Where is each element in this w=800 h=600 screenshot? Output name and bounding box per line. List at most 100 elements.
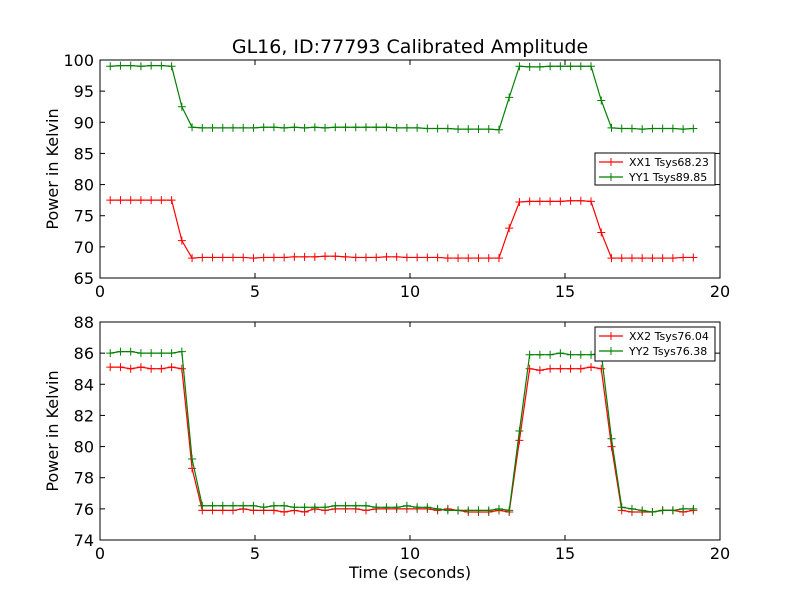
data-point — [689, 504, 698, 513]
data-point — [188, 123, 197, 132]
data-point — [535, 62, 544, 71]
legend-label: YY2 Tsys76.38 — [628, 345, 707, 358]
data-point — [218, 123, 227, 132]
data-point — [443, 506, 452, 515]
axes-frame — [99, 59, 721, 279]
data-point — [454, 125, 463, 134]
legend-marker — [607, 158, 615, 166]
data-point — [136, 196, 145, 205]
x-tick-label: 10 — [400, 544, 420, 563]
data-point — [147, 61, 156, 70]
data-point — [597, 228, 606, 237]
data-point — [443, 124, 452, 133]
data-point — [280, 501, 289, 510]
data-point — [433, 504, 442, 513]
data-point — [668, 254, 677, 263]
data-point — [525, 364, 534, 373]
data-point — [116, 347, 125, 356]
data-point — [259, 503, 268, 512]
data-point — [464, 506, 473, 515]
data-point — [116, 363, 125, 372]
data-point — [351, 123, 360, 132]
data-point — [413, 123, 422, 132]
data-point — [126, 364, 135, 373]
data-point — [188, 464, 197, 473]
y-tick-label: 75 — [74, 207, 94, 226]
legend-label: XX1 Tsys68.23 — [629, 156, 709, 169]
data-point — [218, 501, 227, 510]
data-point — [443, 254, 452, 263]
data-point — [351, 501, 360, 510]
data-point — [535, 366, 544, 375]
data-point — [679, 504, 688, 513]
data-point — [157, 196, 166, 205]
data-point — [402, 253, 411, 262]
data-point — [464, 125, 473, 134]
data-point — [177, 102, 186, 111]
series-xx1 — [106, 196, 698, 263]
data-point — [167, 196, 176, 205]
data-point — [505, 93, 514, 102]
data-point — [188, 254, 197, 263]
data-point — [597, 96, 606, 105]
data-point — [607, 434, 616, 443]
data-point — [218, 253, 227, 262]
data-point — [361, 253, 370, 262]
data-point — [546, 350, 555, 359]
data-point — [402, 123, 411, 132]
data-point — [668, 506, 677, 515]
data-point — [433, 253, 442, 262]
data-point — [556, 62, 565, 71]
y-tick-label: 100 — [63, 51, 94, 70]
x-tick-label: 0 — [95, 544, 105, 563]
data-point — [658, 124, 667, 133]
x-tick-label: 15 — [555, 544, 575, 563]
data-point — [136, 349, 145, 358]
data-point — [269, 123, 278, 132]
data-point — [494, 125, 503, 134]
data-point — [392, 252, 401, 261]
data-point — [300, 503, 309, 512]
data-point — [310, 503, 319, 512]
data-point — [638, 125, 647, 134]
data-point — [535, 350, 544, 359]
y-tick-label: 82 — [74, 406, 94, 425]
data-point — [361, 501, 370, 510]
y-tick-label: 95 — [74, 82, 94, 101]
data-point — [228, 123, 237, 132]
data-point — [525, 197, 534, 206]
data-point — [648, 507, 657, 516]
data-point — [290, 252, 299, 261]
data-point — [607, 442, 616, 451]
data-point — [546, 364, 555, 373]
data-point — [484, 125, 493, 134]
data-point — [249, 123, 258, 132]
data-point — [576, 364, 585, 373]
data-point — [341, 501, 350, 510]
data-point — [668, 124, 677, 133]
y-tick-label: 84 — [74, 375, 94, 394]
legend-frame — [594, 326, 716, 362]
data-point — [679, 253, 688, 262]
data-point — [474, 506, 483, 515]
data-point — [556, 349, 565, 358]
data-point — [658, 254, 667, 263]
data-point — [106, 349, 115, 358]
data-point — [587, 197, 596, 206]
data-point — [607, 123, 616, 132]
data-point — [525, 350, 534, 359]
y-tick-label: 65 — [74, 269, 94, 288]
series-yy1 — [106, 61, 698, 134]
data-point — [382, 123, 391, 132]
chart-title: GL16, ID:77793 Calibrated Amplitude — [232, 36, 588, 58]
legend-marker — [607, 173, 615, 181]
series-line — [110, 65, 694, 131]
data-point — [566, 196, 575, 205]
data-point — [239, 253, 248, 262]
data-point — [126, 196, 135, 205]
data-point — [136, 363, 145, 372]
data-point — [177, 347, 186, 356]
data-point — [341, 252, 350, 261]
data-point — [228, 501, 237, 510]
